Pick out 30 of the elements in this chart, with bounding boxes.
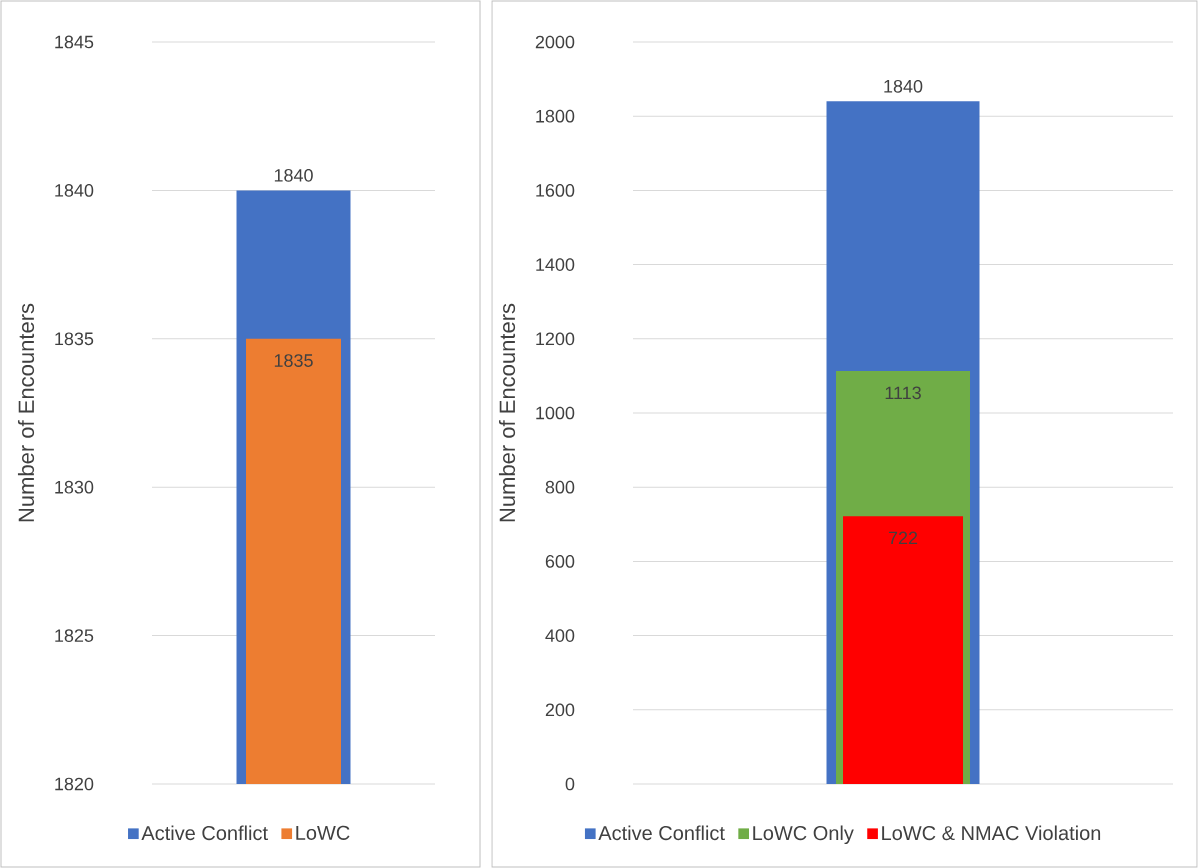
y-tick-label: 800: [545, 480, 575, 494]
legend-label: LoWC Only: [753, 825, 854, 845]
legend-label: LoWC: [296, 825, 350, 840]
data-label: 1835: [274, 354, 313, 367]
legend-label: Active Conflict: [141, 825, 268, 841]
y-tick-label: 2000: [535, 35, 575, 49]
y-tick-label: 1840: [55, 184, 94, 197]
legend-label: Active Conflict: [598, 825, 725, 841]
y-tick-label: 1830: [55, 480, 94, 494]
y-tick-label: 1400: [536, 258, 575, 271]
data-label: 1840: [274, 168, 313, 182]
y-tick-label: 1845: [55, 35, 94, 49]
y-tick-label: 1825: [55, 629, 94, 642]
bar: [843, 516, 964, 784]
y-tick-label: 1835: [55, 332, 94, 346]
y-tick-label: 1200: [536, 332, 575, 346]
data-label: 1113: [885, 386, 921, 400]
y-tick-label: 1000: [536, 406, 575, 420]
y-tick-label: 1600: [536, 184, 575, 197]
y-tick-label: 0: [565, 777, 575, 791]
y-axis-title: Number of Encounters: [498, 303, 516, 522]
y-tick-label: 1820: [55, 777, 94, 791]
y-tick-label: 400: [545, 629, 575, 642]
data-label: 1840: [884, 79, 923, 93]
y-tick-label: 1800: [536, 109, 575, 123]
data-label: 722: [888, 531, 918, 545]
y-tick-label: 600: [545, 555, 575, 568]
legend-label: LoWC & NMAC Violation: [882, 825, 1101, 841]
y-tick-label: 200: [545, 703, 575, 717]
y-axis-title: Number of Encounters: [17, 303, 35, 522]
